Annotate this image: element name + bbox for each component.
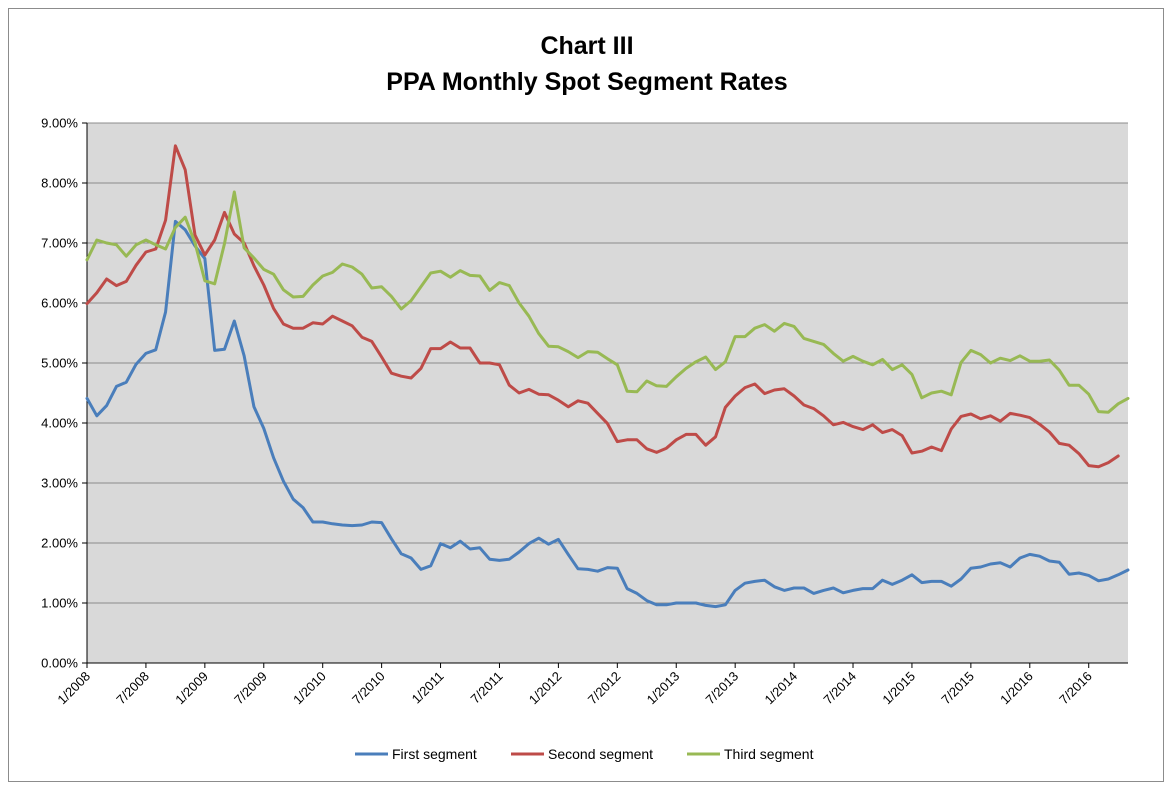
y-tick-label: 2.00% (41, 536, 78, 551)
x-tick-label: 7/2008 (113, 669, 152, 708)
legend-label: First segment (392, 746, 477, 762)
series-line-1 (85, 219, 1130, 609)
x-tick-label: 1/2015 (879, 669, 918, 708)
y-tick-label: 3.00% (41, 476, 78, 491)
x-tick-label: 7/2013 (703, 669, 742, 708)
x-tick-label: 1/2013 (644, 669, 683, 708)
x-tick-label: 7/2016 (1056, 669, 1095, 708)
y-tick-label: 7.00% (41, 236, 78, 251)
x-tick-label: 1/2009 (172, 669, 211, 708)
y-tick-label: 8.00% (41, 176, 78, 191)
y-tick-label: 1.00% (41, 596, 78, 611)
y-tick-label: 5.00% (41, 356, 78, 371)
series-line-2 (85, 144, 1120, 469)
y-tick-label: 0.00% (41, 656, 78, 671)
x-tick-label: 1/2011 (409, 669, 447, 707)
x-tick-label: 7/2012 (585, 669, 624, 708)
x-tick-label: 1/2014 (761, 669, 800, 708)
x-tick-label: 7/2011 (468, 669, 506, 707)
x-tick-label: 7/2010 (349, 669, 388, 708)
chart-title: Chart III (540, 32, 633, 60)
legend-label: Second segment (548, 746, 653, 762)
legend-label: Third segment (724, 746, 814, 762)
x-tick-label: 1/2008 (54, 669, 93, 708)
series-lines (85, 144, 1130, 609)
plot-area (87, 123, 1128, 663)
series-line-3 (85, 190, 1130, 414)
x-tick-label: 7/2015 (938, 669, 977, 708)
chart-subtitle: PPA Monthly Spot Segment Rates (386, 68, 787, 96)
grid-lines (87, 122, 1128, 604)
x-tick-label: 1/2010 (290, 669, 329, 708)
y-tick-label: 4.00% (41, 416, 78, 431)
legend: First segment Second segment Third segment (355, 746, 814, 762)
y-tick-label: 9.00% (41, 116, 78, 131)
x-tick-label: 1/2016 (997, 669, 1036, 708)
x-tick-label: 7/2014 (820, 669, 859, 708)
y-tick-label: 6.00% (41, 296, 78, 311)
x-tick-label: 1/2012 (526, 669, 565, 708)
x-tick-label: 7/2009 (231, 669, 270, 708)
